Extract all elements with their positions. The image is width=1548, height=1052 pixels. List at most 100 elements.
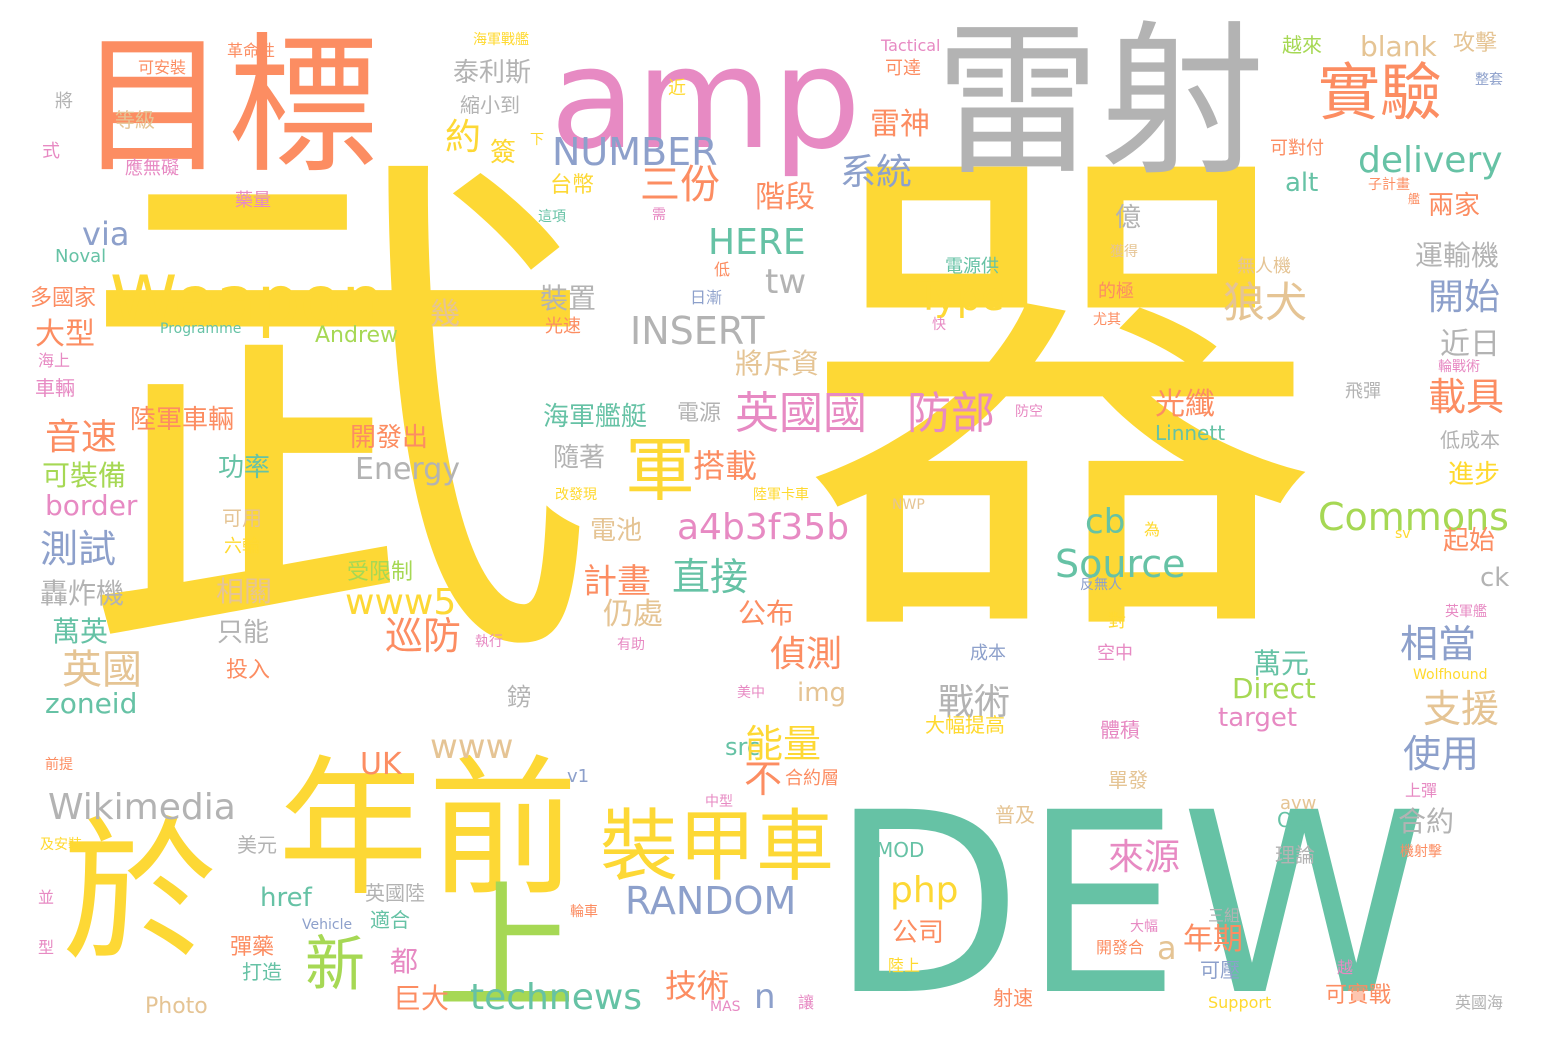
word-tactical: Tactical	[881, 36, 941, 55]
word-fangbu: 防部	[907, 388, 995, 439]
word-commons: Commons	[1318, 495, 1509, 539]
word-shouxianzhi: 受限制	[347, 560, 414, 585]
word-yingguohai: 英國海	[1455, 993, 1504, 1012]
word-yue: 約	[445, 117, 482, 158]
word-wuqi-1: 武	[78, 117, 598, 723]
word-direct: Direct	[1232, 672, 1316, 705]
word-border: border	[45, 489, 138, 522]
word-kezhuangbei: 可裝備	[42, 459, 127, 492]
word-youzhu: 有助	[617, 637, 645, 653]
word-random: RANDOM	[625, 879, 797, 923]
word-support: Support	[1208, 993, 1272, 1012]
word-yunshuji: 運輸機	[1415, 239, 1500, 272]
word-xitong: 系統	[840, 152, 913, 193]
word-www: www	[430, 727, 514, 767]
word-ck: ck	[1480, 563, 1510, 593]
word-keyong: 可用	[222, 506, 262, 530]
word-jinri: 近日	[1440, 327, 1500, 362]
word-lunche: 輪車	[570, 904, 598, 920]
word-number: NUMBER	[552, 130, 718, 174]
word-kaifahe: 開發合	[1096, 938, 1145, 957]
word-zhixing: 執行	[475, 634, 503, 650]
word-taibi: 台幣	[550, 173, 595, 198]
word-nengliang: 能量	[745, 722, 822, 766]
word-youqi: 尤其	[1093, 312, 1121, 328]
word-nwp: NWP	[892, 497, 925, 513]
word-yi: 億	[1115, 203, 1142, 233]
word-kongzhong: 空中	[1097, 643, 1133, 664]
word-meizhong: 美中	[737, 685, 765, 701]
word-rengchu: 仍處	[603, 597, 663, 632]
word-yingwuai: 應無礙	[125, 158, 179, 179]
word-bu: 不	[744, 757, 783, 801]
word-bang: 鎊	[507, 683, 531, 711]
word-dew: DEW	[830, 759, 1428, 1050]
word-qishi: 起始	[1443, 526, 1496, 556]
word-yinsu: 音速	[45, 417, 118, 458]
word-yuelai: 越來	[1282, 33, 1322, 57]
word-mod: MOD	[876, 838, 925, 862]
word-yaoliang: 藥量	[235, 190, 271, 211]
word-keduifu: 可對付	[1270, 138, 1324, 159]
word-lunzhanshu: 輪戰術	[1438, 359, 1480, 375]
word-taili: 泰利斯	[453, 58, 532, 88]
word-gonglv: 功率	[218, 453, 271, 483]
word-wurenji: 無人機	[1237, 256, 1291, 277]
word-xiangdang: 相當	[1400, 622, 1477, 666]
word-tiji: 體積	[1100, 718, 1140, 742]
word-guangsu: 光速	[545, 316, 581, 337]
word-yingguolu: 英國陸	[365, 881, 425, 905]
word-zoneid: zoneid	[45, 687, 138, 720]
word-linnett: Linnett	[1155, 421, 1226, 445]
word-kaishi: 開始	[1428, 277, 1501, 318]
word-shangdan: 上彈	[1405, 781, 1438, 800]
word-lujunkache: 陸軍卡車	[753, 487, 809, 503]
word-andrew: Andrew	[315, 323, 399, 348]
word-target: target	[1218, 703, 1298, 733]
word-dichengben: 低成本	[1440, 428, 1500, 452]
word-zhineng: 只能	[217, 618, 270, 648]
word-type: Type	[917, 275, 1005, 319]
word-huode: 獲得	[1110, 244, 1138, 260]
word-alt: alt	[1285, 168, 1319, 198]
word-liulun: 六輪	[224, 536, 260, 557]
word-tw: tw	[765, 262, 807, 302]
word-dengji: 等級	[115, 108, 155, 132]
word-img: img	[797, 678, 847, 708]
word-yu: 於	[62, 802, 217, 983]
word-sv: sv	[1395, 526, 1411, 542]
word-heyueceng: 合約層	[785, 768, 839, 789]
word-kesu: 可達	[885, 58, 921, 79]
word-sanzu: 三組	[1208, 906, 1241, 925]
word-www5: www5	[345, 582, 457, 623]
word-gaifaxian: 改發現	[555, 487, 597, 503]
word-shi: 式	[42, 141, 60, 162]
word-feidan: 飛彈	[1345, 381, 1381, 402]
word-zhengtao: 整套	[1475, 72, 1503, 88]
word-cheliang: 車輛	[35, 376, 75, 400]
word-href: href	[260, 883, 312, 913]
word-jieduan: 階段	[755, 180, 815, 215]
word-xing: 型	[38, 938, 55, 957]
word-kejiabin: 可壓	[1200, 958, 1240, 982]
word-touru: 投入	[226, 658, 271, 683]
word-weapon: Weapon	[110, 262, 385, 341]
word-sheshu: 射速	[993, 986, 1033, 1010]
word-jiang: 將	[55, 91, 73, 112]
word-haishang: 海上	[38, 351, 71, 370]
word-php: php	[890, 870, 959, 911]
word-puji: 普及	[995, 803, 1035, 827]
word-xu: 需	[652, 207, 666, 223]
word-yingguoguo: 英國國	[735, 388, 867, 439]
word-gongbu: 公布	[738, 597, 795, 630]
word-jin: 近	[668, 78, 686, 99]
word-dianchi: 電池	[590, 516, 643, 546]
word-gongsi: 公司	[892, 918, 945, 948]
word-vehicle: Vehicle	[302, 917, 353, 933]
word-lilun: 理論	[1275, 843, 1315, 867]
word-jihua: 計畫	[583, 562, 651, 602]
word-a4b3f35b: a4b3f35b	[677, 507, 850, 548]
word-jianzhuang: 及安裝	[40, 837, 82, 853]
word-langquan: 狼犬	[1223, 278, 1308, 327]
